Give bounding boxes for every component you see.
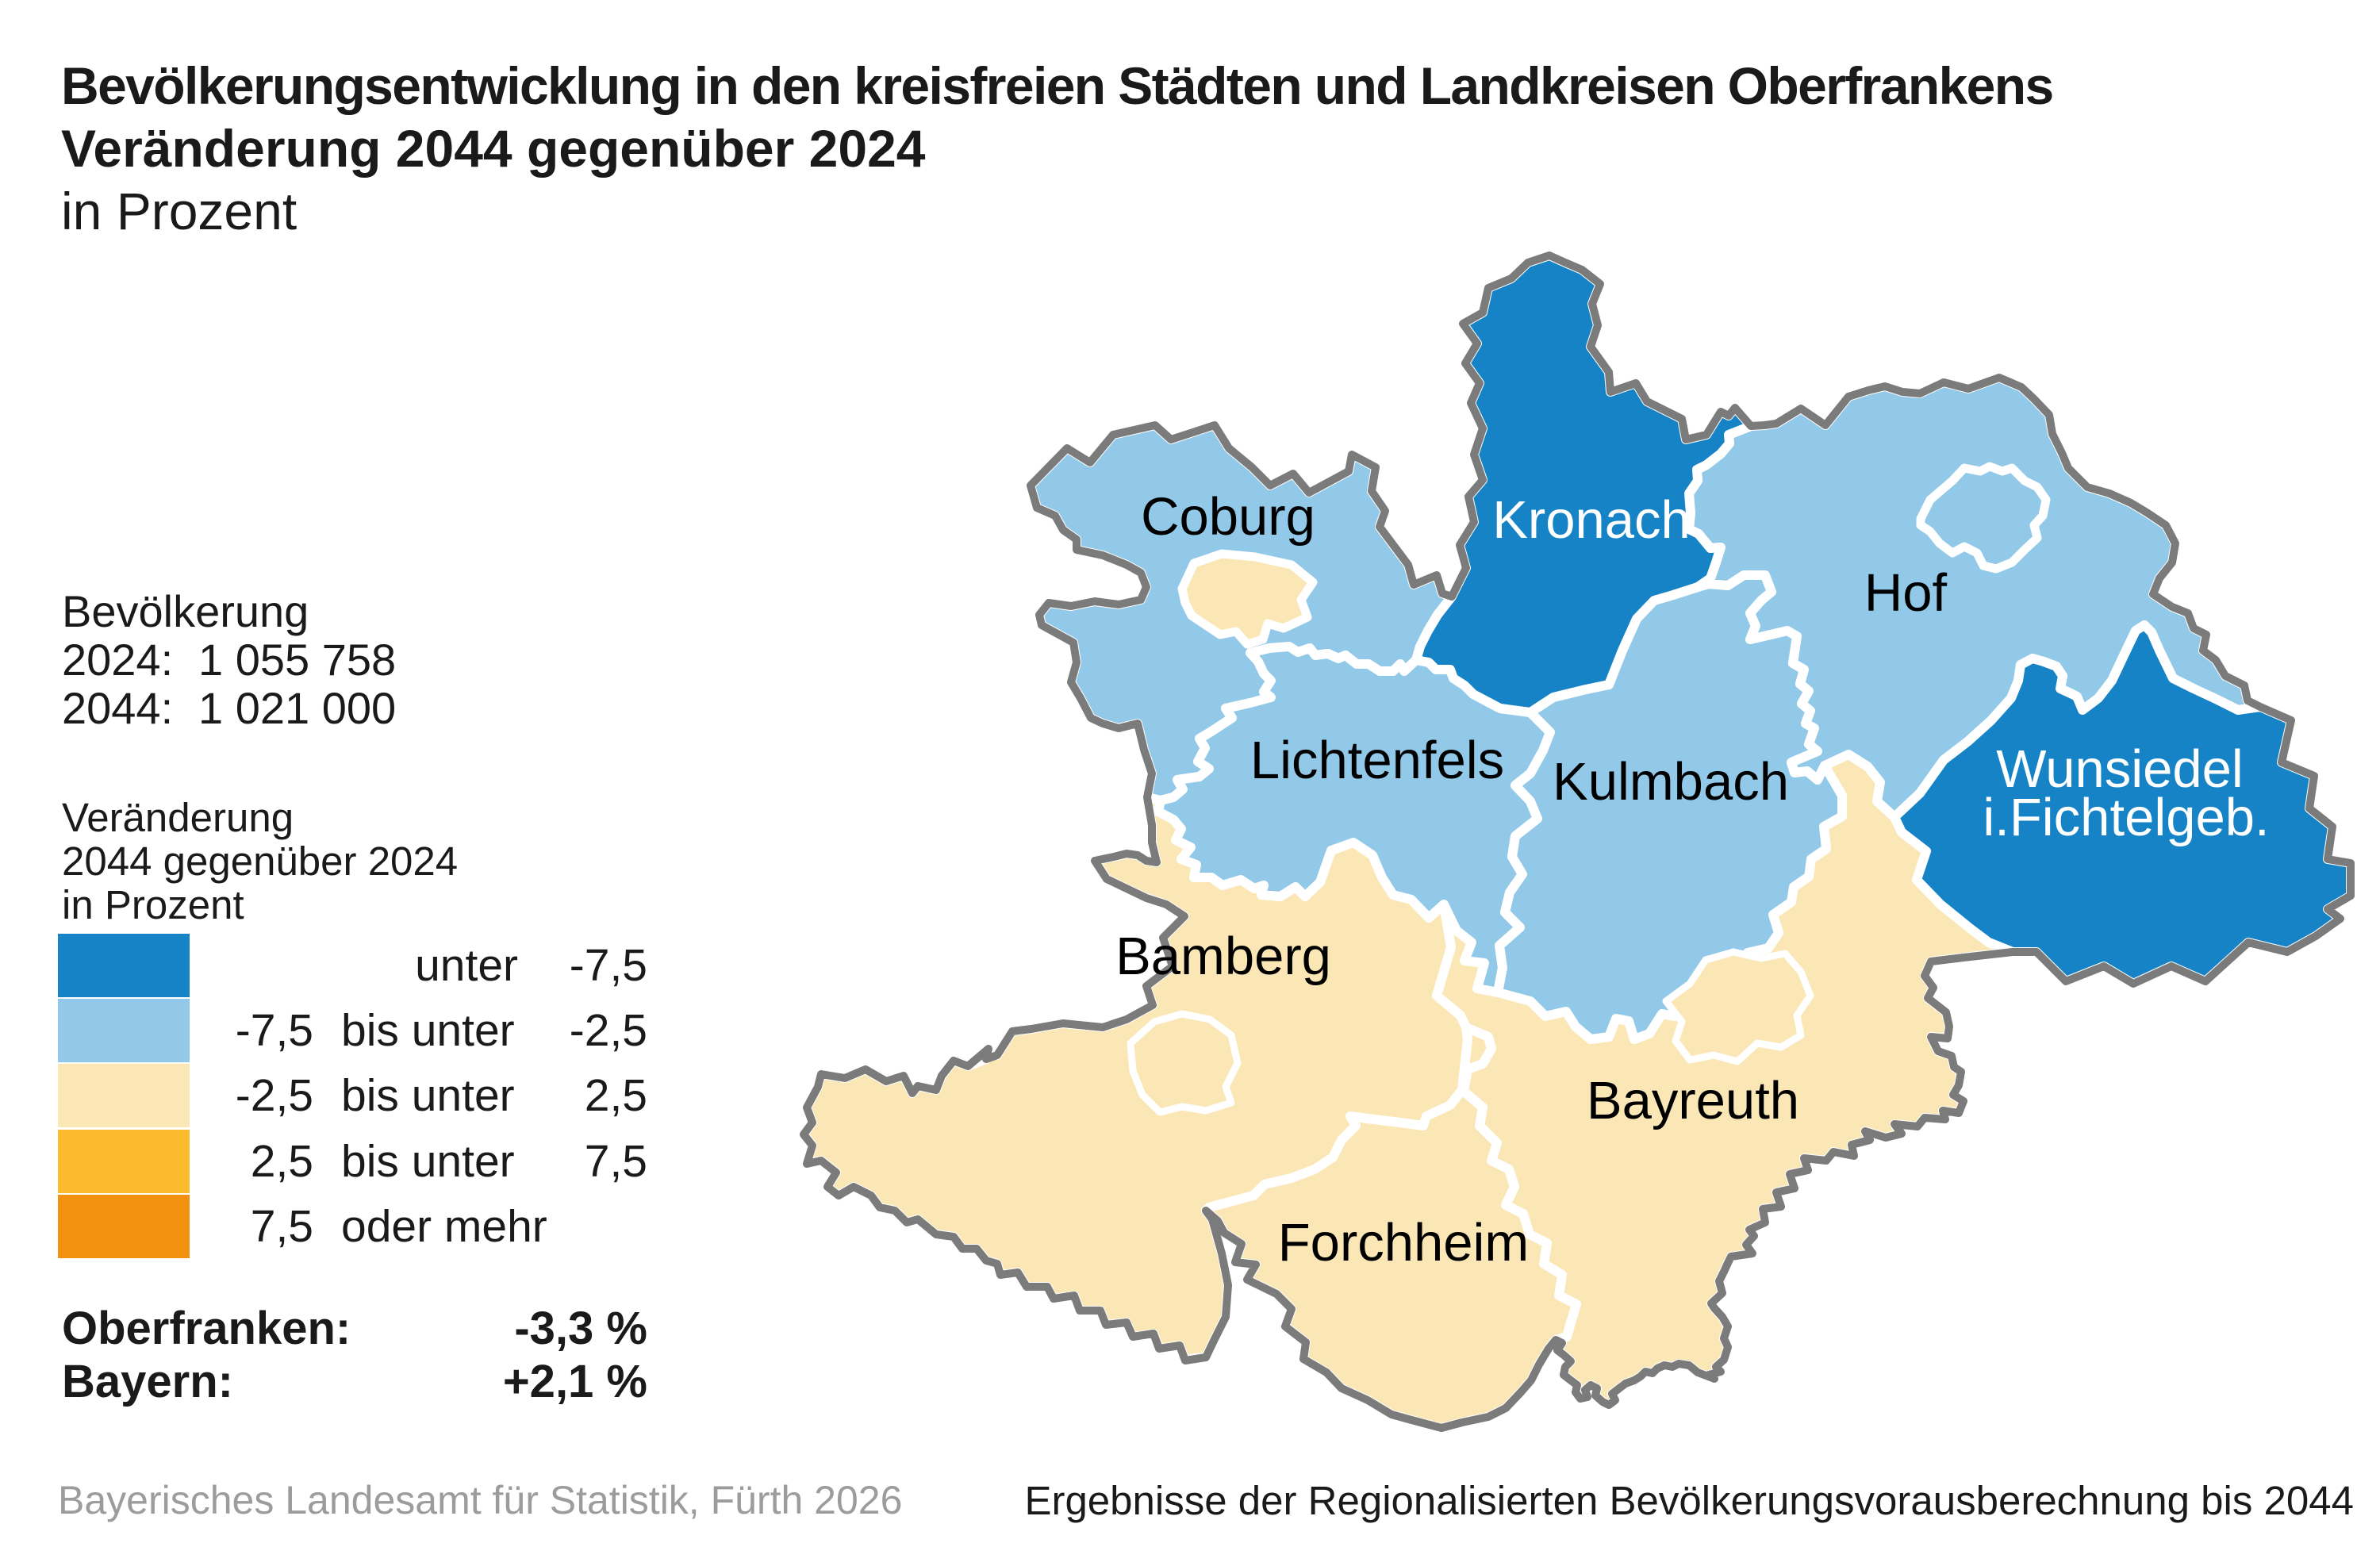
svg-text:Wunsiedel: Wunsiedel — [1996, 739, 2244, 799]
svg-text:Coburg: Coburg — [1141, 487, 1315, 547]
svg-text:Hof: Hof — [1864, 563, 1948, 623]
svg-text:Bamberg: Bamberg — [1115, 927, 1331, 986]
svg-text:Lichtenfels: Lichtenfels — [1250, 731, 1504, 790]
svg-text:i.Fichtelgeb.: i.Fichtelgeb. — [1983, 788, 2269, 847]
svg-text:Kronach: Kronach — [1492, 490, 1691, 550]
svg-text:Forchheim: Forchheim — [1278, 1213, 1529, 1272]
svg-text:Bayreuth: Bayreuth — [1587, 1071, 1799, 1130]
svg-text:Kulmbach: Kulmbach — [1553, 752, 1789, 812]
